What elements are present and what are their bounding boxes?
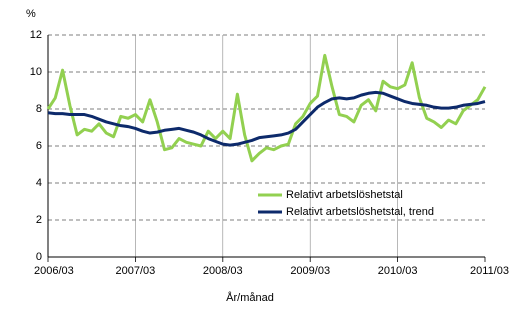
y-tick-label: 10 [30, 66, 42, 78]
y-tick-label: 12 [30, 29, 42, 41]
legend-label: Relativt arbetslöshetstal [286, 189, 403, 201]
y-axis-label: % [26, 8, 36, 20]
x-tick-label: 2009/03 [290, 265, 330, 277]
x-axis-title: År/månad [226, 291, 274, 304]
y-tick-label: 2 [36, 214, 42, 226]
x-tick-label: 2007/03 [116, 265, 156, 277]
y-tick-label: 0 [36, 251, 42, 263]
x-tick-label: 2011/03 [470, 265, 509, 277]
data-line [47, 90, 486, 147]
x-tick-label: 2006/03 [34, 265, 74, 277]
y-tick-label: 6 [36, 140, 42, 152]
y-tick-label: 4 [36, 177, 42, 189]
x-tick-label: 2010/03 [378, 265, 418, 277]
legend-label: Relativt arbetslöshetstal, trend [286, 206, 434, 218]
data-line [46, 53, 487, 163]
x-tick-label: 2008/03 [203, 265, 243, 277]
y-tick-label: 8 [36, 103, 42, 115]
